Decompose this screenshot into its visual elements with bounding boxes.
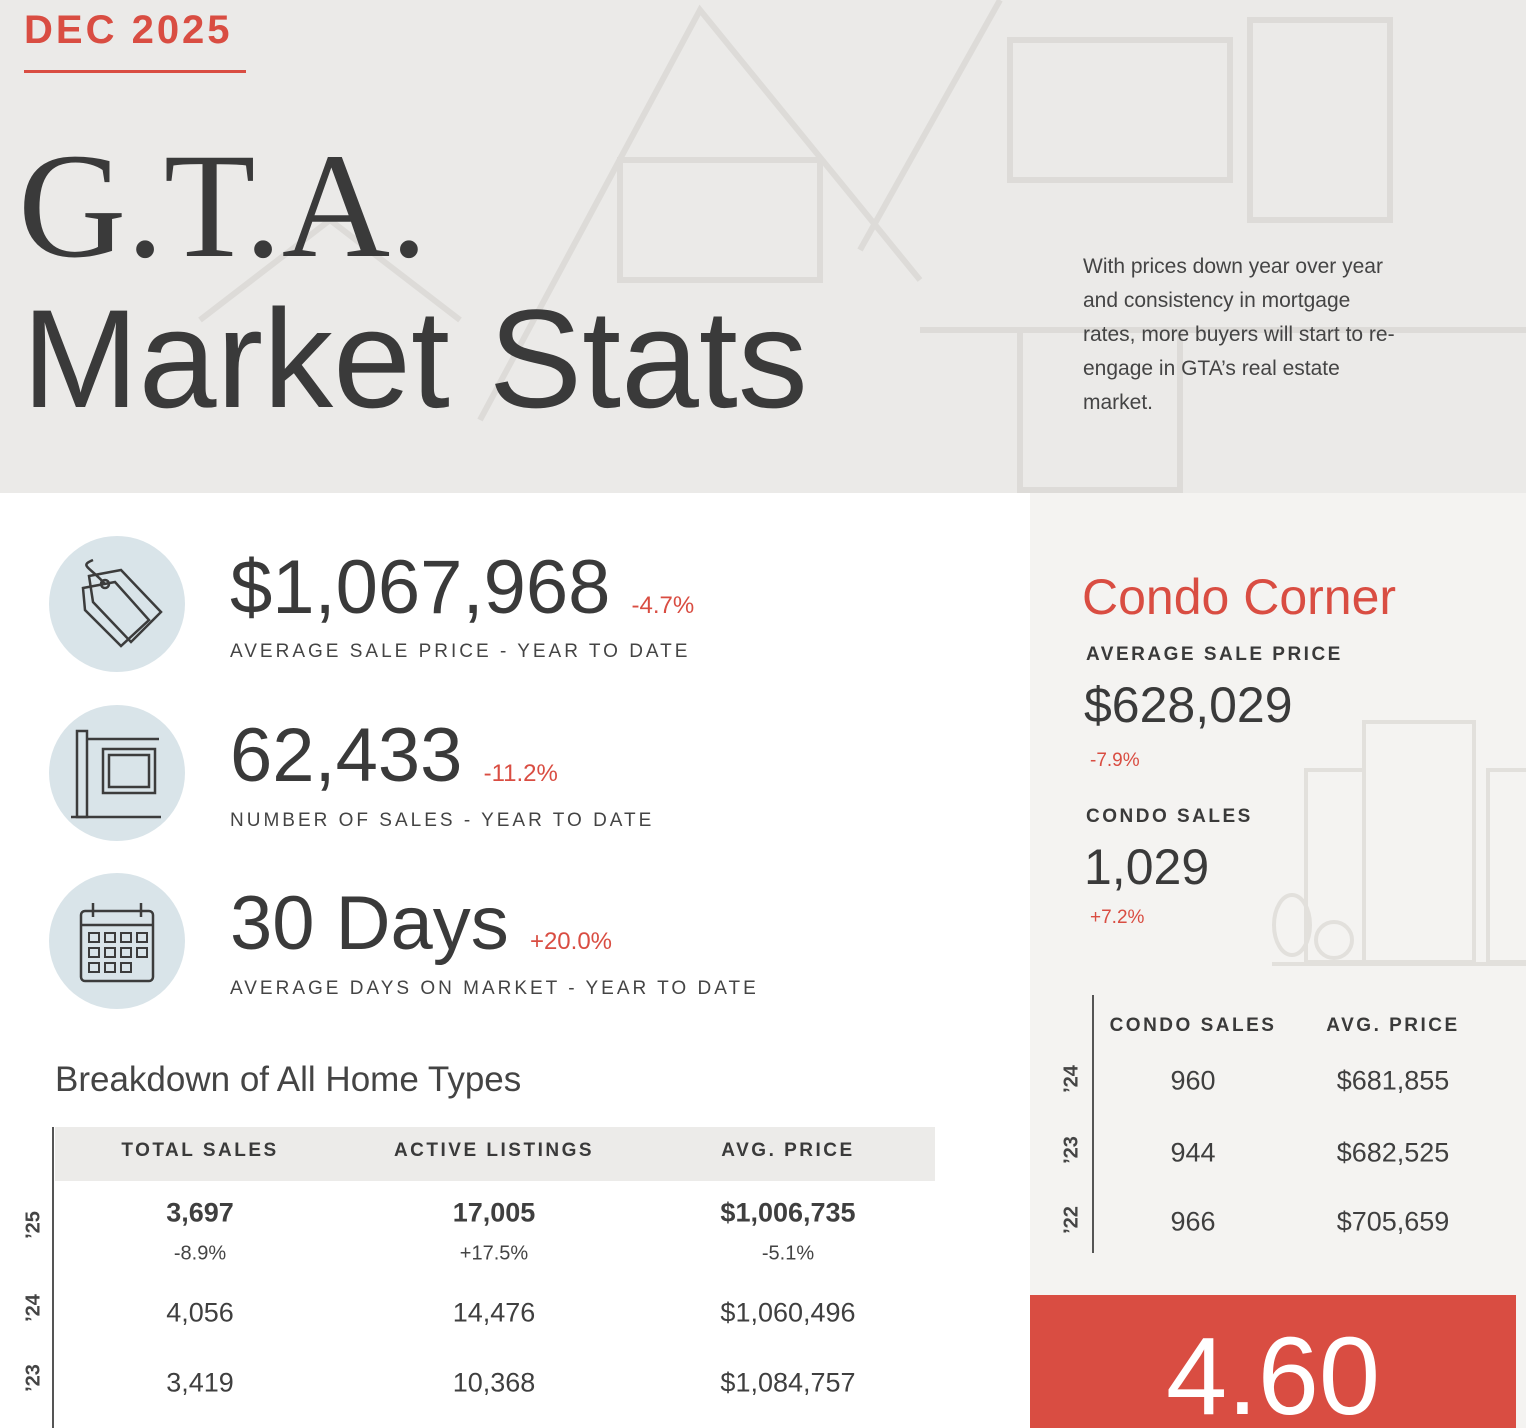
cell: 3,419 — [166, 1367, 234, 1398]
house-backdrop — [198, 0, 1526, 493]
cell: $1,060,496 — [720, 1297, 856, 1328]
stat-number: 62,433 — [230, 713, 463, 798]
cell: $705,659 — [1336, 1206, 1450, 1237]
stat-change: -4.7% — [631, 592, 695, 619]
cell: 17,005 — [452, 1197, 536, 1228]
condo-avg-change: -7.9% — [1090, 750, 1140, 771]
cell: 966 — [1170, 1206, 1216, 1237]
tag-icon — [81, 558, 163, 648]
cell: $681,855 — [1336, 1065, 1450, 1096]
intro-text: With prices down year over year and cons… — [1083, 255, 1395, 414]
stat-label: AVERAGE DAYS ON MARKET - YEAR TO DATE — [230, 978, 759, 999]
cell-change: -8.9% — [173, 1242, 227, 1265]
year-label: ’25 — [22, 1211, 45, 1239]
highlight-box: 4.60 — [1030, 1295, 1516, 1428]
stat-number: $1,067,968 — [230, 545, 611, 630]
year-label: ’22 — [1060, 1206, 1083, 1234]
sign-icon — [71, 729, 161, 819]
year-label: ’24 — [1060, 1065, 1083, 1093]
highlight-value: 4.60 — [1165, 1315, 1381, 1428]
cell: 944 — [1170, 1137, 1216, 1168]
cell: $682,525 — [1336, 1137, 1450, 1168]
stat-number: 30 Days — [230, 881, 509, 966]
column-header: AVG. PRICE — [721, 1140, 855, 1161]
cell: 10,368 — [452, 1367, 536, 1398]
date-rule — [24, 70, 246, 73]
stat-change: +20.0% — [529, 928, 613, 955]
stat-value: 62,433 -11.2% — [230, 712, 558, 799]
cell: $1,084,757 — [720, 1367, 856, 1398]
price-icon — [49, 536, 185, 672]
breakdown-title: Breakdown of All Home Types — [55, 1060, 522, 1099]
column-header: TOTAL SALES — [121, 1140, 279, 1161]
cell: 14,476 — [452, 1297, 536, 1328]
stat-label: NUMBER OF SALES - YEAR TO DATE — [230, 810, 655, 831]
condo-title: Condo Corner — [1082, 569, 1397, 625]
cell-change: -5.1% — [761, 1242, 815, 1265]
sales-icon — [49, 705, 185, 841]
stat-value: 30 Days +20.0% — [230, 880, 612, 967]
table-rule — [52, 1127, 54, 1428]
header-band — [0, 0, 1526, 493]
condo-sales-label: CONDO SALES — [1086, 806, 1253, 827]
stat-label: AVERAGE SALE PRICE - YEAR TO DATE — [230, 641, 691, 662]
column-header: ACTIVE LISTINGS — [393, 1140, 595, 1161]
stat-value: $1,067,968 -4.7% — [230, 544, 694, 631]
condo-sales-value: 1,029 — [1084, 839, 1210, 895]
calendar-icon — [79, 903, 155, 983]
year-label: ’23 — [1060, 1136, 1083, 1164]
cell: $1,006,735 — [720, 1197, 856, 1228]
condo-avg-label: AVERAGE SALE PRICE — [1086, 644, 1343, 665]
column-header: CONDO SALES — [1109, 1015, 1277, 1036]
table-header-bar — [55, 1127, 935, 1181]
condo-illustration — [1272, 720, 1526, 966]
date: DEC 2025 — [24, 8, 233, 52]
title-line-2: Market Stats — [22, 280, 808, 437]
cell: 4,056 — [166, 1297, 234, 1328]
cell: 960 — [1170, 1065, 1216, 1096]
title-line-1: G.T.A. — [18, 123, 428, 289]
condo-table-rule — [1092, 995, 1094, 1253]
days-icon — [49, 873, 185, 1009]
year-label: ’23 — [22, 1364, 45, 1392]
year-label: ’24 — [22, 1294, 45, 1322]
column-header: AVG. PRICE — [1326, 1015, 1460, 1036]
cell-change: +17.5% — [459, 1242, 529, 1265]
condo-avg-value: $628,029 — [1084, 677, 1293, 733]
stat-change: -11.2% — [483, 760, 558, 787]
cell: 3,697 — [166, 1197, 234, 1228]
condo-sales-change: +7.2% — [1090, 907, 1145, 928]
